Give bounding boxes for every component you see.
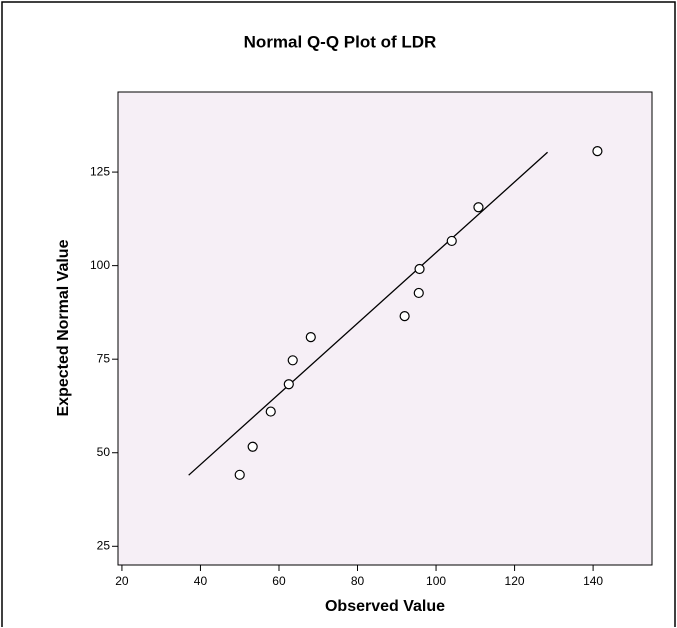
data-point bbox=[305, 332, 316, 343]
x-tick-label: 100 bbox=[426, 574, 446, 588]
y-tick-label: 100 bbox=[90, 258, 110, 272]
x-axis-title: Observed Value bbox=[325, 598, 445, 615]
data-point bbox=[247, 441, 258, 452]
x-tick-label: 140 bbox=[583, 574, 603, 588]
y-tick-label: 50 bbox=[97, 445, 111, 459]
x-tick-label: 20 bbox=[115, 574, 129, 588]
data-point bbox=[265, 406, 276, 417]
data-point bbox=[446, 235, 457, 247]
x-tick-label: 80 bbox=[351, 574, 365, 588]
chart-title: Normal Q-Q Plot of LDR bbox=[244, 32, 437, 51]
data-point bbox=[399, 311, 410, 322]
data-point bbox=[287, 355, 298, 366]
x-tick-label: 120 bbox=[505, 574, 525, 588]
data-point bbox=[234, 469, 245, 480]
y-axis-title: Expected Normal Value bbox=[55, 239, 72, 416]
y-tick-label: 75 bbox=[97, 351, 111, 365]
data-point bbox=[283, 379, 294, 390]
data-point bbox=[473, 202, 484, 213]
data-point bbox=[413, 287, 424, 299]
x-tick-label: 60 bbox=[272, 574, 286, 588]
reference-line bbox=[188, 151, 548, 476]
y-tick-label: 125 bbox=[90, 164, 110, 178]
data-point bbox=[592, 146, 603, 157]
x-tick-label: 40 bbox=[194, 574, 208, 588]
data-point bbox=[414, 263, 425, 275]
y-tick-label: 25 bbox=[97, 538, 111, 552]
plot-area bbox=[117, 91, 653, 566]
